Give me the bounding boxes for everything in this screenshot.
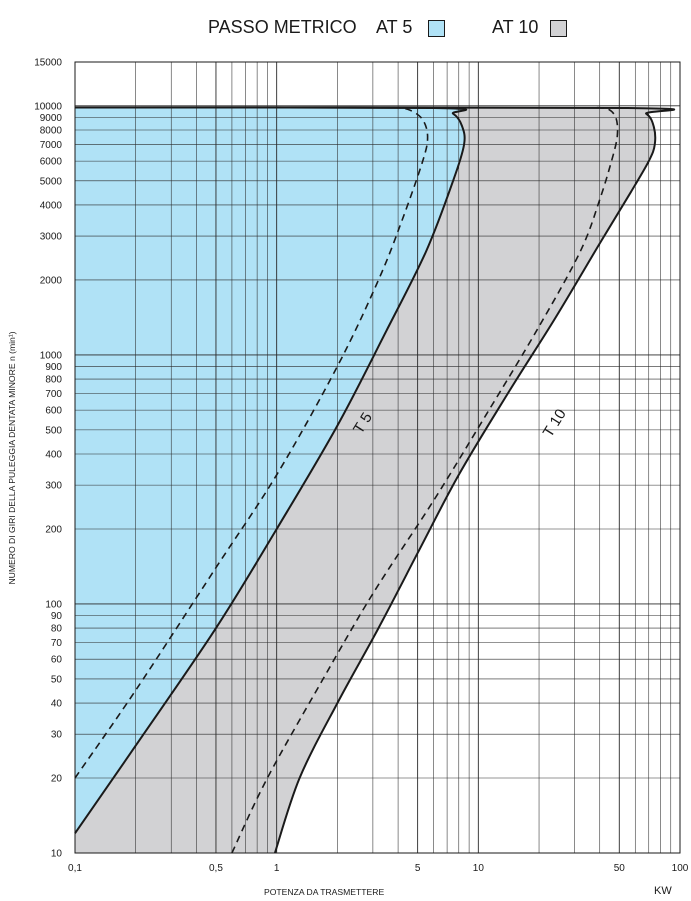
y-tick-label: 500 [45, 425, 62, 436]
legend-label-at10: AT 10 [492, 17, 539, 37]
y-tick-label: 400 [45, 450, 62, 461]
y-tick-label: 300 [45, 481, 62, 492]
y-tick-label: 40 [51, 699, 63, 710]
curve-t5 [74, 106, 429, 779]
y-tick-label: 6000 [40, 157, 63, 168]
y-axis-label-text: NUMERO DI GIRI DELLA PULEGGIA DENTATA MI… [7, 331, 17, 585]
y-tick-label: 20 [51, 774, 63, 785]
x-tick-label: 0,1 [68, 863, 82, 874]
curve-t10 [231, 106, 619, 854]
x-tick-label: 0,5 [209, 863, 223, 874]
y-tick-label: 7000 [40, 140, 63, 151]
region-at5 [75, 107, 467, 853]
chart-title-text: PASSO METRICO [208, 17, 357, 37]
y-tick-label: 10000 [34, 101, 62, 112]
y-tick-label: 9000 [40, 113, 63, 124]
chart-tick-labels: 1020304050607080901002003004005006007008… [34, 58, 689, 875]
y-tick-label: 700 [45, 389, 62, 400]
plot-frame [74, 61, 681, 854]
y-tick-label: 80 [51, 624, 63, 635]
y-tick-label: 2000 [40, 275, 63, 286]
x-tick-label: 10 [473, 863, 485, 874]
y-tick-label: 15000 [34, 58, 62, 69]
legend-swatch-at10 [550, 20, 567, 37]
y-tick-label: 600 [45, 406, 62, 417]
y-tick-label: 90 [51, 611, 63, 622]
y-tick-label: 200 [45, 524, 62, 535]
x-tick-label: 100 [672, 863, 689, 874]
x-tick-label: 1 [274, 863, 280, 874]
y-tick-label: 30 [51, 730, 63, 741]
x-tick-label: 50 [614, 863, 626, 874]
chart-title: PASSO METRICO AT 5 AT 10 [0, 17, 691, 43]
curve-at10 [74, 106, 676, 854]
legend-label-at5: AT 5 [376, 17, 413, 37]
y-tick-label: 70 [51, 638, 63, 649]
y-tick-label: 4000 [40, 200, 63, 211]
y-tick-label: 5000 [40, 176, 63, 187]
legend-swatch-at5 [428, 20, 445, 37]
y-tick-label: 100 [45, 599, 62, 610]
x-axis-unit: KW [654, 885, 672, 897]
curve-at5 [74, 106, 468, 834]
chart-regions [75, 107, 675, 853]
y-tick-label: 800 [45, 375, 62, 386]
x-axis-label: POTENZA DA TRASMETTERE [264, 887, 385, 897]
curve-label-t10: T 10 [540, 406, 570, 440]
y-tick-label: 8000 [40, 125, 63, 136]
y-tick-label: 900 [45, 362, 62, 373]
x-tick-label: 5 [415, 863, 421, 874]
y-tick-label: 50 [51, 674, 63, 685]
y-tick-label: 60 [51, 655, 63, 666]
y-tick-label: 1000 [40, 350, 63, 361]
y-tick-label: 3000 [40, 232, 63, 243]
y-tick-label: 10 [51, 849, 63, 860]
